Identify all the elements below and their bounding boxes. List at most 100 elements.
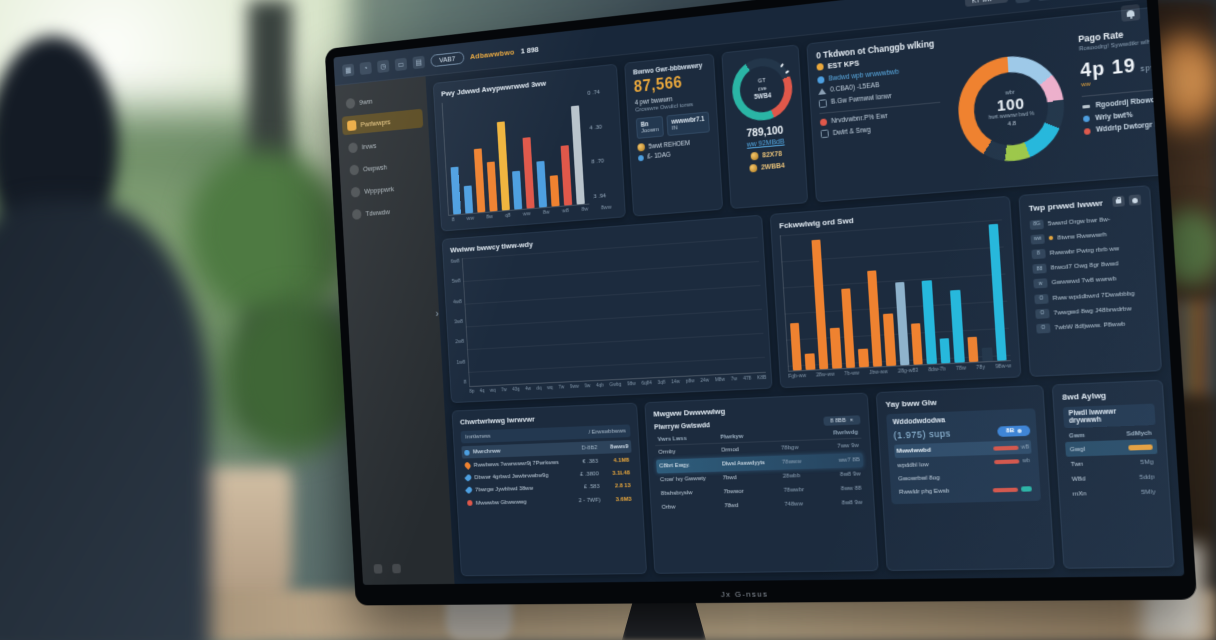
usage-value: (1.975) sups — [893, 428, 952, 441]
traffic-bar — [463, 185, 474, 214]
x-tick-label: 78y — [976, 364, 986, 372]
usage-pill-button[interactable]: 8B — [997, 425, 1031, 437]
x-tick-label: 8w — [486, 214, 493, 221]
y-tick-label: 3 .94 — [593, 192, 607, 201]
row-value: D-8B2 — [581, 444, 598, 452]
blue-dot-icon — [637, 154, 644, 161]
row-name: Dbwwr 4grbwd Jwwbrwwbw9g — [474, 471, 549, 481]
layers-icon[interactable]: ▤ — [412, 55, 425, 69]
y-tick-label: 2w8 — [455, 339, 465, 346]
list-item-badge: O — [1035, 308, 1050, 319]
sidebar-item-owpwsh[interactable]: Owpwsh — [344, 154, 426, 180]
notification-bell-button[interactable] — [1120, 3, 1141, 22]
aging-subheader: Plwdl Iwwwwr drywwwh — [1062, 403, 1156, 429]
forecast-bar — [894, 281, 910, 366]
usage-row-right: wb — [994, 458, 1030, 465]
report-rows: Ormby Ormod 78bgw 7ww 9w C8brt Ewgy. Dlwsl As… — [655, 439, 866, 514]
forecast-bar — [790, 322, 803, 371]
panel-report-table: Mwgww Dwwwwlwg Plwrryw Gwlswdd 8 8BB × Vw… — [644, 392, 879, 574]
x-tick-label: 7w — [558, 384, 565, 391]
settings-icon[interactable] — [392, 563, 402, 574]
gauge-center-text: cve — [757, 85, 767, 93]
help-icon[interactable] — [373, 564, 383, 574]
sidebar-collapse-handle[interactable]: › — [435, 309, 439, 320]
x-tick-label: q8 — [504, 212, 511, 219]
x-tick-label: 9w — [584, 383, 591, 390]
row-name: 7bwrgw Jywbbwd 38ww — [474, 485, 534, 494]
sidebar-item-wppppwrk[interactable]: Wppppwrk — [345, 176, 427, 202]
clock-icon[interactable]: ◷ — [376, 59, 390, 73]
panel-channels-table: Chwrtwrlwwg lwrwvwr Imrtlwrwss / Erwswbbw… — [451, 402, 648, 577]
traffic-bar — [549, 175, 560, 207]
cell: 78wwbr — [783, 485, 805, 494]
forecast-bar — [866, 269, 883, 367]
grid-icon[interactable]: ▦ — [342, 63, 355, 77]
x-tick-label: 7w — [730, 376, 738, 383]
lock-button[interactable] — [1112, 195, 1125, 208]
traffic-bar — [512, 170, 523, 210]
usage-suffix: wB — [1020, 443, 1030, 451]
x-tick-label: 8p — [469, 388, 475, 395]
close-icon[interactable]: × — [849, 417, 854, 424]
home-icon — [345, 97, 356, 109]
forecast-bar-chart — [779, 219, 1011, 372]
window-icon[interactable]: ▭ — [394, 57, 408, 71]
report-subheader: Plwrryw Gwlswdd — [653, 422, 711, 432]
dashboard-screen: ▦ ◔ ◷ ▭ ▤ VAB7 Adbawwbwo 1 898 KT ww — ⚑… — [333, 0, 1185, 585]
panel-trend-chart: Wwiww bwwcy tlww-wdy 6w8 5w8 4w8 3w8 2w8 1w8 8… — [441, 214, 773, 404]
coin-icon — [749, 163, 758, 173]
mini-stat-box[interactable]: Bn Joowm — [635, 115, 664, 139]
x-tick-label: wq — [546, 385, 554, 392]
cell: Ormod — [720, 446, 740, 455]
person-shoulder-silhouette — [0, 200, 210, 640]
panel-revenue-kpi: Bwrwo Gwr-bbbwwwry 87,566 4 pwr bwwwrn C… — [624, 53, 724, 217]
mini-stat-box[interactable]: wwwwbr7.1 IN — [666, 111, 711, 137]
x-tick-label: 78w — [955, 365, 967, 373]
bullet-text: B.Gw Fwmwwl lonwr — [830, 92, 892, 106]
row-amount: 8wws9 — [609, 443, 629, 451]
teal-chip — [1020, 486, 1032, 493]
bullet-text: Nrvdvwbnr.P% Ewr — [830, 112, 888, 125]
row-value: 2 - 7WF) — [578, 496, 601, 504]
circle-icon[interactable]: ◔ — [359, 61, 372, 75]
forecast-bar — [921, 280, 937, 365]
cell: ww7 8B — [838, 456, 860, 465]
table-row[interactable]: mXn 5Mly — [1068, 485, 1161, 502]
column-header: Rwrlwdg — [833, 429, 859, 437]
traffic-bar — [450, 166, 462, 215]
sidebar-item-tdwwdw[interactable]: Tdwwdw — [347, 199, 429, 224]
bullet-text: EST KPS — [827, 58, 860, 71]
usage-row[interactable]: Rwwldr phg Ewsb — [897, 482, 1035, 499]
sidebar-item-label: Owpwsh — [362, 162, 388, 173]
grid-icon — [350, 186, 361, 198]
legend-label: Wrly bwt% — [1095, 111, 1133, 122]
x-tick-label: 24w — [700, 377, 710, 384]
view-pill-button[interactable]: VAB7 — [430, 50, 465, 67]
env-chip[interactable]: KT ww — — [964, 0, 1009, 7]
y-tick-label: 3w8 — [454, 319, 463, 326]
x-tick-label: 8w — [542, 209, 550, 216]
coin-icon — [637, 143, 646, 152]
table-row[interactable]: W8d 5ddp — [1067, 469, 1160, 487]
legend-label: Wddrlp Dwtorgr Rowtr — [1095, 119, 1176, 134]
dash-grey-icon — [1082, 104, 1091, 109]
red-progress-bar — [992, 445, 1019, 451]
usage-subheader: Wddodwdodwa — [892, 417, 946, 427]
usage-row-label: wpddbl low — [897, 460, 929, 469]
user-icon[interactable]: ♙ — [1037, 0, 1054, 1]
flag-icon[interactable]: ⚑ — [1015, 0, 1031, 3]
status-button[interactable] — [1128, 194, 1142, 206]
sidebar-item-irvws[interactable]: Irvws — [343, 131, 425, 157]
traffic-y-axis: 0 .74 4 .30 8 .70 3 .94 — [583, 86, 617, 205]
x-tick-label: 8dw-7b — [928, 366, 946, 374]
y-tick-label: 4w8 — [452, 298, 462, 306]
x-tick-label: 9ww — [569, 383, 580, 390]
doc-icon — [348, 141, 358, 153]
cell: 8ww 88 — [840, 484, 862, 492]
cell: 28wbb — [782, 472, 801, 480]
traffic-bar — [486, 161, 498, 212]
drop-icon — [464, 473, 473, 483]
score-link[interactable]: ww 92MBdB — [746, 138, 785, 149]
gauge-center-text: 5WB4 — [753, 92, 772, 101]
report-filter-button[interactable]: 8 8BB × — [823, 415, 861, 426]
